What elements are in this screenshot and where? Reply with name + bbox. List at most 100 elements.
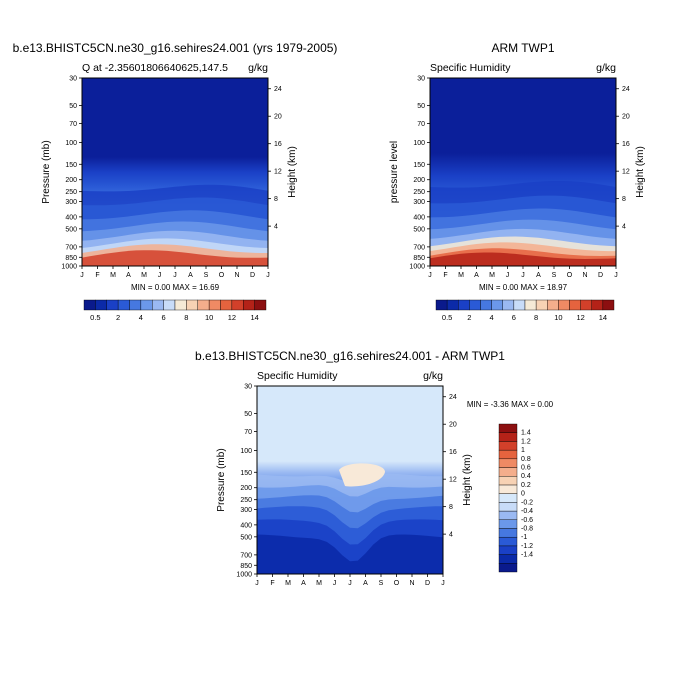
x-tick-label: M bbox=[141, 272, 147, 279]
chart-title: b.e13.BHISTC5CN.ne30_g16.sehires24.001 -… bbox=[195, 349, 505, 363]
y2-tick-label: 16 bbox=[449, 449, 457, 456]
contour-positive-blob bbox=[339, 463, 385, 487]
y2-tick-label: 4 bbox=[274, 224, 278, 231]
x-tick-label: J bbox=[255, 580, 259, 587]
colorbar-tick-label: 2 bbox=[116, 313, 120, 322]
colorbar-tick-label: 0.5 bbox=[442, 313, 452, 322]
x-tick-label: D bbox=[425, 580, 430, 587]
y-tick-label: 30 bbox=[244, 384, 252, 391]
y-tick-label: 1000 bbox=[409, 264, 425, 271]
y2-axis-label: Height (km) bbox=[287, 146, 298, 198]
y-tick-label: 100 bbox=[413, 140, 425, 147]
colorbar-swatch bbox=[254, 299, 267, 311]
y-tick-label: 1000 bbox=[61, 264, 77, 271]
y-tick-label: 50 bbox=[69, 103, 77, 110]
x-tick-label: J bbox=[614, 272, 618, 279]
chart-subtitle-left: Q at -2.35601806640625,147.5 bbox=[82, 62, 228, 74]
y-tick-label: 400 bbox=[65, 214, 77, 221]
colorbar-tick-label: 4 bbox=[139, 313, 143, 322]
colorbar-swatch bbox=[498, 502, 518, 512]
colorbar-swatch bbox=[140, 299, 153, 311]
colorbar-tick-label: 14 bbox=[599, 313, 607, 322]
x-tick-label: J bbox=[428, 272, 432, 279]
colorbar-swatch bbox=[197, 299, 210, 311]
colorbar-swatch bbox=[513, 299, 526, 311]
colorbar-tick-label: 0.2 bbox=[521, 482, 531, 489]
y2-tick-label: 8 bbox=[622, 196, 626, 203]
y-tick-label: 850 bbox=[240, 563, 252, 570]
chart-subtitle-units: g/kg bbox=[423, 370, 443, 382]
contour-band bbox=[430, 252, 616, 266]
colorbar-tick-label: -0.2 bbox=[521, 499, 533, 506]
y2-tick-label: 4 bbox=[449, 532, 453, 539]
x-tick-label: F bbox=[443, 272, 447, 279]
y-tick-label: 300 bbox=[413, 199, 425, 206]
y2-tick-label: 12 bbox=[622, 169, 630, 176]
y-tick-label: 250 bbox=[65, 189, 77, 196]
colorbar-swatch bbox=[83, 299, 96, 311]
y2-axis-label: Height (km) bbox=[462, 454, 473, 506]
min-max-stats: MIN = 0.00 MAX = 18.97 bbox=[479, 283, 568, 292]
colorbar-swatch bbox=[491, 299, 503, 311]
y-tick-label: 300 bbox=[240, 507, 252, 514]
colorbar-tick-label: 12 bbox=[576, 313, 584, 322]
colorbar-swatch bbox=[498, 528, 518, 538]
colorbar-swatch bbox=[480, 299, 492, 311]
y-tick-label: 50 bbox=[417, 103, 425, 110]
x-tick-label: M bbox=[285, 580, 291, 587]
colorbar-swatch bbox=[498, 467, 518, 477]
y-tick-label: 100 bbox=[240, 448, 252, 455]
colorbar-swatch bbox=[602, 299, 615, 311]
colorbar-swatch bbox=[535, 299, 548, 311]
y-tick-label: 500 bbox=[240, 534, 252, 541]
y-tick-label: 200 bbox=[413, 177, 425, 184]
y-tick-label: 1000 bbox=[236, 572, 252, 579]
colorbar-swatch bbox=[498, 545, 518, 555]
colorbar-swatch bbox=[435, 299, 448, 311]
y-axis-label: Pressure (mb) bbox=[216, 448, 227, 511]
x-tick-label: N bbox=[409, 580, 414, 587]
y-tick-label: 250 bbox=[240, 497, 252, 504]
y-tick-label: 400 bbox=[240, 522, 252, 529]
colorbar-swatch bbox=[498, 441, 518, 451]
y-tick-label: 50 bbox=[244, 411, 252, 418]
chart-subtitle-left: Specific Humidity bbox=[430, 62, 511, 74]
colorbar-tick-label: 0.8 bbox=[521, 456, 531, 463]
x-tick-label: A bbox=[474, 272, 479, 279]
x-tick-label: J bbox=[521, 272, 525, 279]
x-tick-label: M bbox=[110, 272, 116, 279]
colorbar-swatch bbox=[174, 299, 187, 311]
colorbar-tick-label: -1.4 bbox=[521, 552, 533, 559]
y2-tick-label: 12 bbox=[274, 169, 282, 176]
colorbar-tick-label: 4 bbox=[490, 313, 494, 322]
y-tick-label: 200 bbox=[240, 485, 252, 492]
x-tick-label: A bbox=[363, 580, 368, 587]
y2-tick-label: 8 bbox=[449, 504, 453, 511]
colorbar-tick-label: 1.4 bbox=[521, 430, 531, 437]
y-tick-label: 200 bbox=[65, 177, 77, 184]
colorbar-swatch bbox=[446, 299, 459, 311]
contour-band bbox=[257, 534, 443, 574]
colorbar-swatch bbox=[591, 299, 604, 311]
y2-tick-label: 4 bbox=[622, 224, 626, 231]
colorbar-swatch bbox=[186, 299, 198, 311]
colorbar-tick-label: 0 bbox=[521, 491, 525, 498]
x-tick-label: O bbox=[567, 272, 573, 279]
colorbar-tick-label: 0.5 bbox=[90, 313, 100, 322]
x-tick-label: O bbox=[394, 580, 400, 587]
y-axis-label: Pressure (mb) bbox=[41, 140, 52, 203]
colorbar-swatch bbox=[117, 299, 130, 311]
x-tick-label: J bbox=[333, 580, 337, 587]
colorbar-swatch bbox=[498, 519, 518, 529]
y-tick-label: 500 bbox=[413, 226, 425, 233]
x-tick-label: O bbox=[219, 272, 225, 279]
x-tick-label: N bbox=[582, 272, 587, 279]
chart-subtitle-units: g/kg bbox=[596, 62, 616, 74]
colorbar-tick-label: 6 bbox=[512, 313, 516, 322]
colorbar-swatch bbox=[498, 554, 518, 564]
colorbar-tick-label: 10 bbox=[554, 313, 562, 322]
x-tick-label: A bbox=[188, 272, 193, 279]
colorbar-swatch bbox=[569, 299, 581, 311]
x-tick-label: D bbox=[598, 272, 603, 279]
